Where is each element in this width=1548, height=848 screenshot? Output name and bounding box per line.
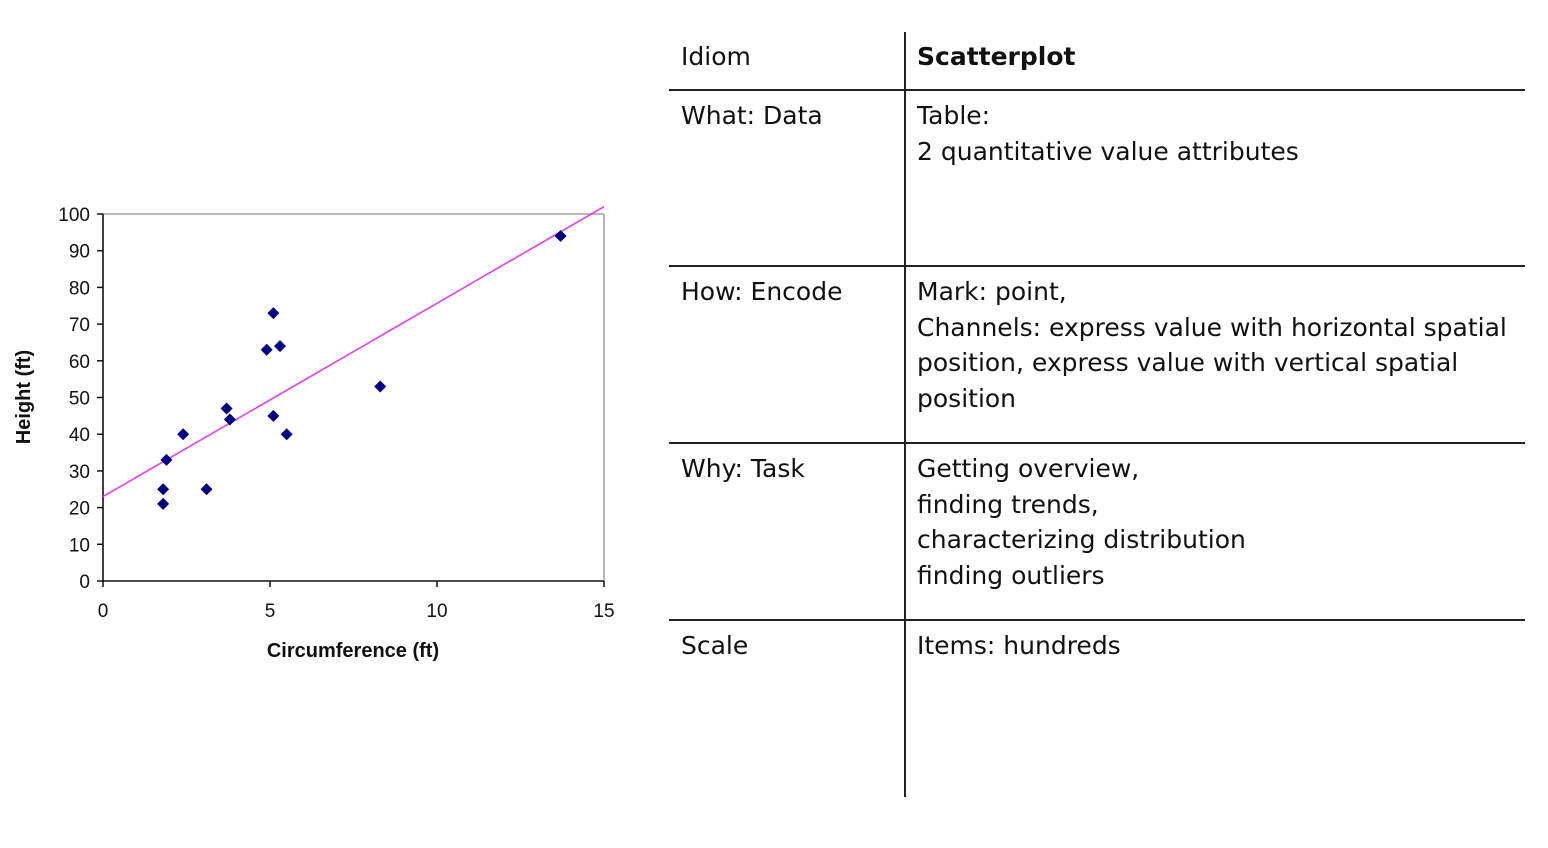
data-point — [280, 428, 293, 441]
value-line: Items: hundreds — [917, 631, 1121, 660]
y-tick-label: 30 — [69, 462, 90, 483]
row-label-why-task: Why: Task — [681, 454, 805, 483]
data-point — [374, 380, 387, 393]
row-value-why-task: Getting overview, finding trends, charac… — [917, 451, 1246, 593]
value-line: Table: — [917, 101, 991, 130]
value-line: Scatterplot — [917, 42, 1076, 71]
value-line: finding trends, — [917, 489, 1099, 519]
value-line: characterizing distribution — [917, 525, 1246, 554]
x-tick-label: 10 — [426, 601, 447, 622]
y-tick-label: 10 — [69, 535, 90, 556]
value-line: finding outliers — [917, 560, 1105, 590]
data-point — [220, 402, 233, 415]
row-separator — [669, 619, 1525, 621]
y-tick-label: 90 — [69, 242, 90, 263]
scatter-chart: 0 10 20 30 40 50 60 70 80 90 100 0 5 10 15 Circumfere… — [13, 205, 615, 662]
y-tick-label: 80 — [69, 278, 90, 299]
value-line: position, express value with vertical sp… — [917, 348, 1459, 377]
data-point — [274, 340, 287, 353]
row-label-how-encode: How: Encode — [681, 277, 843, 306]
x-tick-label: 0 — [98, 601, 109, 622]
data-point — [157, 497, 170, 510]
y-axis-label: Height (ft) — [13, 350, 35, 444]
y-tick-label: 20 — [69, 499, 90, 520]
y-tick-label: 100 — [58, 205, 90, 226]
value-line: position — [917, 383, 1017, 413]
y-tick-label: 70 — [69, 315, 90, 336]
row-label-scale: Scale — [681, 631, 749, 660]
x-tick-label: 5 — [265, 601, 276, 622]
data-point — [160, 453, 173, 466]
data-point — [177, 428, 190, 441]
trendline — [102, 205, 604, 498]
data-point — [554, 230, 567, 243]
column-divider — [904, 32, 906, 797]
data-point — [157, 483, 170, 496]
plot-frame — [102, 213, 605, 582]
value-line: Channels: express value with horizontal … — [917, 312, 1507, 342]
value-line: Getting overview, — [917, 454, 1140, 483]
trendline-layer — [102, 205, 604, 498]
points-layer — [157, 230, 567, 510]
x-axis-label: Circumference (ft) — [267, 640, 439, 662]
row-separator — [669, 265, 1525, 267]
value-line: 2 quantitative value attributes — [917, 136, 1299, 166]
row-value-scale: Items: hundreds — [917, 628, 1121, 664]
data-point — [223, 413, 236, 426]
data-point — [267, 409, 280, 422]
row-value-idiom: Scatterplot — [917, 39, 1075, 75]
y-tick-label: 50 — [69, 389, 90, 410]
x-tick-label: 15 — [593, 601, 614, 622]
y-tick-label: 0 — [79, 572, 90, 593]
value-line: Mark: point, — [917, 277, 1067, 306]
row-value-what-data: Table: 2 quantitative value attributes — [917, 98, 1299, 169]
row-value-how-encode: Mark: point, Channels: express value wit… — [917, 274, 1507, 416]
row-separator — [669, 89, 1525, 91]
row-label-what-data: What: Data — [681, 101, 823, 130]
data-point — [267, 307, 280, 320]
data-point — [260, 343, 273, 356]
data-point — [200, 483, 213, 496]
y-tick-label: 40 — [69, 425, 90, 446]
y-tick-label: 60 — [69, 352, 90, 373]
row-separator — [669, 442, 1525, 444]
x-axis-ticks: 0 5 10 15 — [98, 581, 615, 622]
row-label-idiom: Idiom — [681, 42, 751, 71]
y-axis-ticks: 0 10 20 30 40 50 60 70 80 90 100 — [58, 205, 103, 593]
